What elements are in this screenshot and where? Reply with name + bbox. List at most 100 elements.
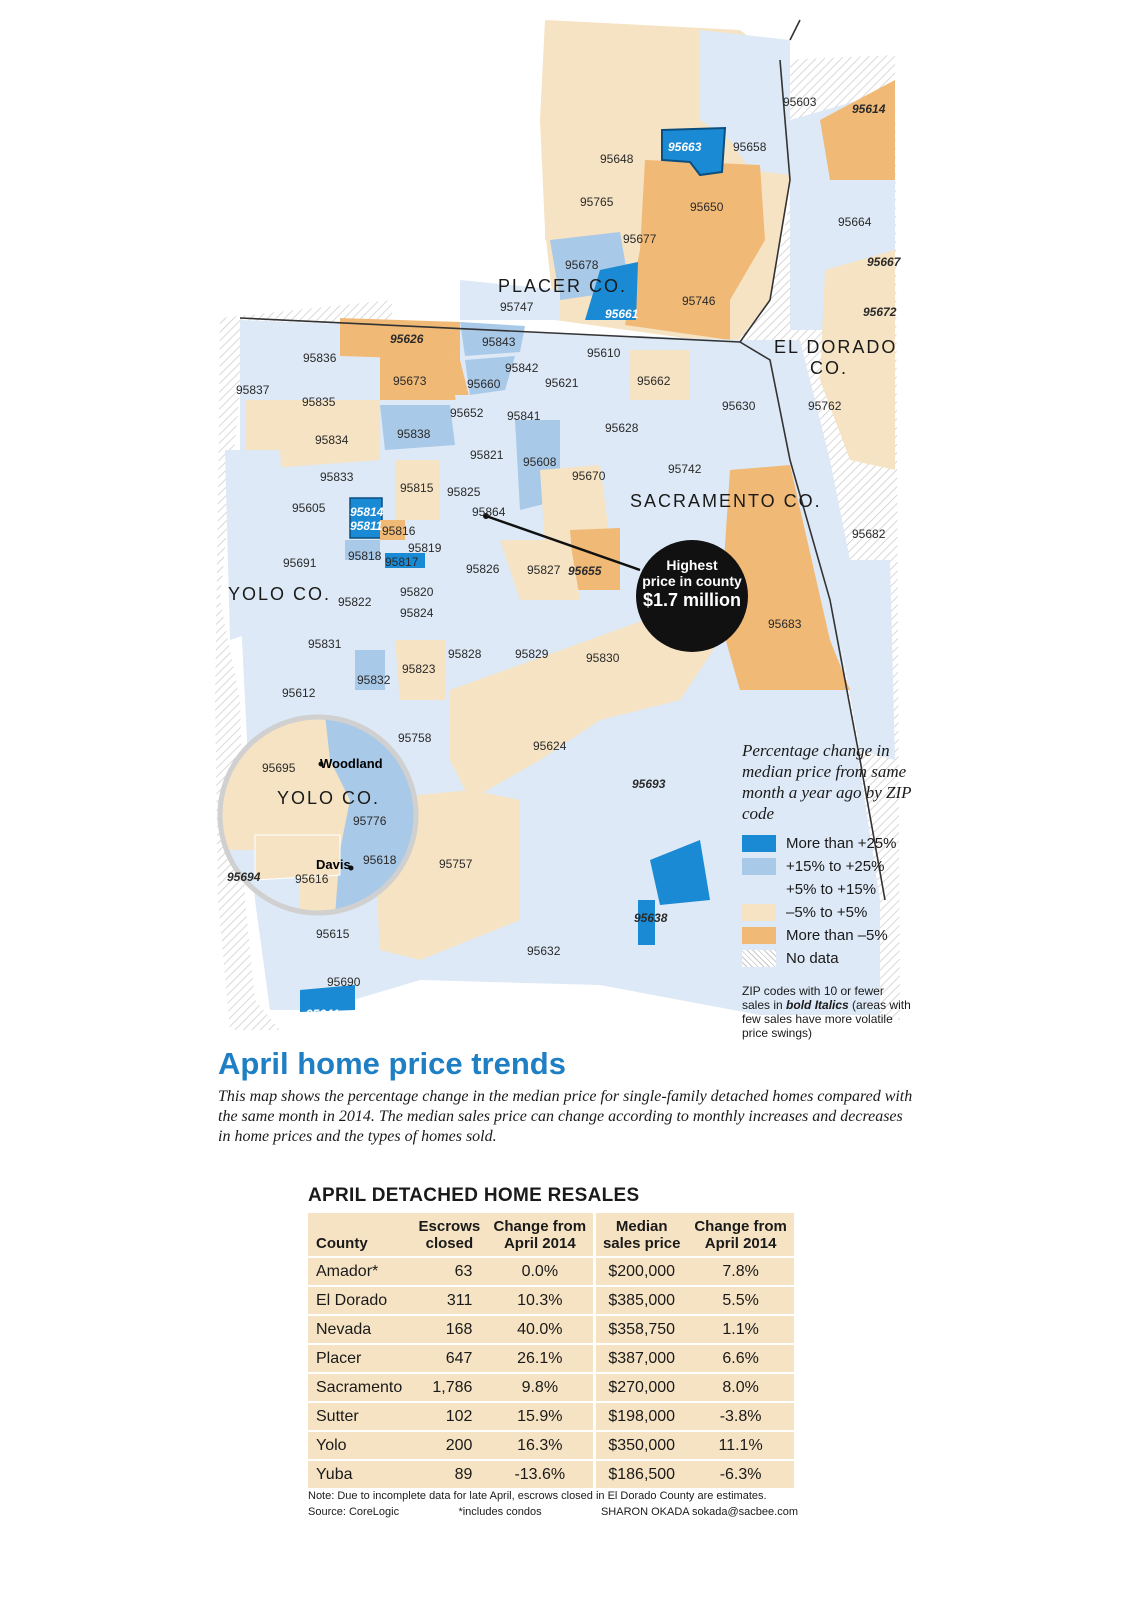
header-escrow-change: Change from April 2014 <box>493 1218 587 1252</box>
callout-value: $1.7 million <box>642 590 742 610</box>
zip-label: 95677 <box>623 232 657 246</box>
zip-label: 95814 <box>350 505 384 519</box>
zip-label: 95830 <box>586 651 620 665</box>
cell-county: Yuba <box>308 1459 413 1488</box>
county-label-sacramento: SACRAMENTO CO. <box>630 491 822 511</box>
zip-label: 95816 <box>382 524 416 538</box>
zip-label: 95667 <box>867 255 902 269</box>
cell-median: $358,750 <box>593 1314 688 1344</box>
zip-label: 95618 <box>363 853 397 867</box>
cell-median: $350,000 <box>593 1430 688 1460</box>
county-label-placer: PLACER CO. <box>498 276 627 296</box>
zip-label: 95626 <box>390 332 424 346</box>
legend-note: ZIP codes with 10 or fewer sales in bold… <box>742 984 911 1040</box>
cell-escrow-change: 0.0% <box>486 1256 595 1286</box>
cell-county: Yolo <box>308 1430 413 1460</box>
cell-median-change: 11.1% <box>687 1430 794 1460</box>
zip-label: 95821 <box>470 448 504 462</box>
cell-median-change: 7.8% <box>687 1256 794 1286</box>
cell-escrow-change: 26.1% <box>486 1343 595 1373</box>
cell-escrow-change: -13.6% <box>486 1459 595 1488</box>
county-label-el-dorado: EL DORADO <box>774 337 897 357</box>
legend-swatch <box>742 904 776 921</box>
legend-label: More than +25% <box>786 835 897 852</box>
zip-label: 95663 <box>668 140 702 154</box>
zip-label: 95757 <box>439 857 473 871</box>
cell-escrows: 311 <box>412 1285 487 1315</box>
cell-county: Sutter <box>308 1401 413 1431</box>
zip-label: 95614 <box>852 102 886 116</box>
zip-label: 95835 <box>302 395 336 409</box>
zip-label: 95742 <box>668 462 702 476</box>
zip-label: 95817 <box>385 555 419 569</box>
zip-label: 95864 <box>472 505 506 519</box>
zip-label: 95690 <box>327 975 361 989</box>
zip-label: 95683 <box>768 617 802 631</box>
callout-line <box>485 514 641 572</box>
callout-line2: price in county <box>642 573 742 589</box>
cell-escrows: 102 <box>412 1401 487 1431</box>
table-row: Yolo 200 16.3% $350,000 11.1% <box>308 1430 794 1460</box>
zip-label: 95758 <box>398 731 432 745</box>
legend-item: More than –5% <box>742 924 932 947</box>
highest-price-callout: Highest price in county $1.7 million <box>636 540 748 652</box>
zip-label: 95670 <box>572 469 606 483</box>
legend-item: +15% to +25% <box>742 855 932 878</box>
zip-label: 95628 <box>605 421 639 435</box>
table-title: APRIL DETACHED HOME RESALES <box>308 1185 640 1206</box>
cell-median-change: -3.8% <box>687 1401 794 1431</box>
cell-median-change: 1.1% <box>687 1314 794 1344</box>
legend-item: No data <box>742 947 932 970</box>
zip-label: 95838 <box>397 427 431 441</box>
zip-label: 95747 <box>500 300 534 314</box>
cell-median: $270,000 <box>593 1372 688 1402</box>
zip-label: 95823 <box>402 662 436 676</box>
zip-label: 95673 <box>393 374 427 388</box>
cell-median: $186,500 <box>593 1459 688 1488</box>
table-header-row: County Escrows closed Change from April 20… <box>308 1213 794 1257</box>
zip-label: 95632 <box>527 944 561 958</box>
zip-label: 95661 <box>605 307 639 321</box>
zip-label: 95825 <box>447 485 481 499</box>
legend-label: More than –5% <box>786 927 888 944</box>
county-label-yolo: YOLO CO. <box>228 584 331 604</box>
cell-median-change: -6.3% <box>687 1459 794 1488</box>
cell-escrow-change: 15.9% <box>486 1401 595 1431</box>
table-note: Note: Due to incomplete data for late Ap… <box>308 1490 767 1502</box>
zip-label: 95603 <box>783 95 817 109</box>
headline: April home price trends <box>218 1046 566 1081</box>
source-credit: Source: CoreLogic <box>308 1506 400 1518</box>
inset-county-label: YOLO CO. <box>277 788 380 808</box>
cell-median-change: 6.6% <box>687 1343 794 1373</box>
zip-label: 95822 <box>338 595 372 609</box>
zip-label: 95608 <box>523 455 557 469</box>
cell-county: Placer <box>308 1343 413 1373</box>
zip-label: 95678 <box>565 258 599 272</box>
legend-swatch <box>742 881 776 898</box>
zip-label: 95605 <box>292 501 326 515</box>
resales-table: County Escrows closed Change from April 20… <box>308 1213 794 1488</box>
cell-escrows: 200 <box>412 1430 487 1460</box>
cell-escrow-change: 9.8% <box>486 1372 595 1402</box>
resales-table-section: APRIL DETACHED HOME RESALES County Escro… <box>308 1185 794 1488</box>
zip-label: 95828 <box>448 647 482 661</box>
zip-label: 95641 <box>306 1007 340 1021</box>
yolo-inset <box>217 714 419 916</box>
table-row: Placer 647 26.1% $387,000 6.6% <box>308 1343 794 1373</box>
zip-label: 95662 <box>637 374 671 388</box>
cell-median: $387,000 <box>593 1343 688 1373</box>
zip-label: 95652 <box>450 406 484 420</box>
zip-label: 95682 <box>852 527 886 541</box>
header-median: Median sales price <box>593 1213 688 1257</box>
header-median-change: Change from April 2014 <box>694 1218 787 1252</box>
callout-line1: Highest <box>666 557 718 573</box>
county-boundaries <box>239 19 886 901</box>
author-credit: SHARON OKADA sokada@sacbee.com <box>600 1506 798 1518</box>
zip-label: 95843 <box>482 335 516 349</box>
zip-label: 95776 <box>353 814 387 828</box>
zip-label: 95836 <box>303 351 337 365</box>
header-escrows: Escrows closed <box>418 1218 481 1252</box>
zip-label: 95610 <box>587 346 621 360</box>
legend-label: +5% to +15% <box>786 881 877 898</box>
cell-county: Amador* <box>308 1256 413 1286</box>
